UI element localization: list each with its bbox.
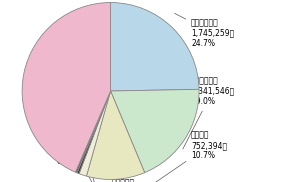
Wedge shape: [111, 3, 199, 91]
Text: 信号無視
752,394件
10.7%: 信号無視 752,394件 10.7%: [130, 131, 227, 182]
Text: 歩行者妨害
99,763件
1.4%: 歩行者妨害 99,763件 1.4%: [102, 178, 139, 182]
Text: その他
3,067,642件
43.5%: その他 3,067,642件 43.5%: [56, 25, 100, 66]
Wedge shape: [79, 91, 111, 176]
Wedge shape: [86, 91, 145, 179]
Text: 無免許運転
22,714件
0.3%: 無免許運転 22,714件 0.3%: [56, 76, 96, 182]
Wedge shape: [77, 91, 111, 174]
Text: 酒酔い・
酒気帯び運転
26,664件
0.4%: 酒酔い・ 酒気帯び運転 26,664件 0.4%: [56, 126, 97, 182]
Text: 最高速度違反
1,745,259件
24.7%: 最高速度違反 1,745,259件 24.7%: [175, 13, 234, 48]
Wedge shape: [75, 91, 111, 173]
Wedge shape: [111, 89, 199, 173]
Text: 一時停止違反
1,341,546件
19.0%: 一時停止違反 1,341,546件 19.0%: [183, 76, 234, 149]
Wedge shape: [22, 3, 111, 172]
